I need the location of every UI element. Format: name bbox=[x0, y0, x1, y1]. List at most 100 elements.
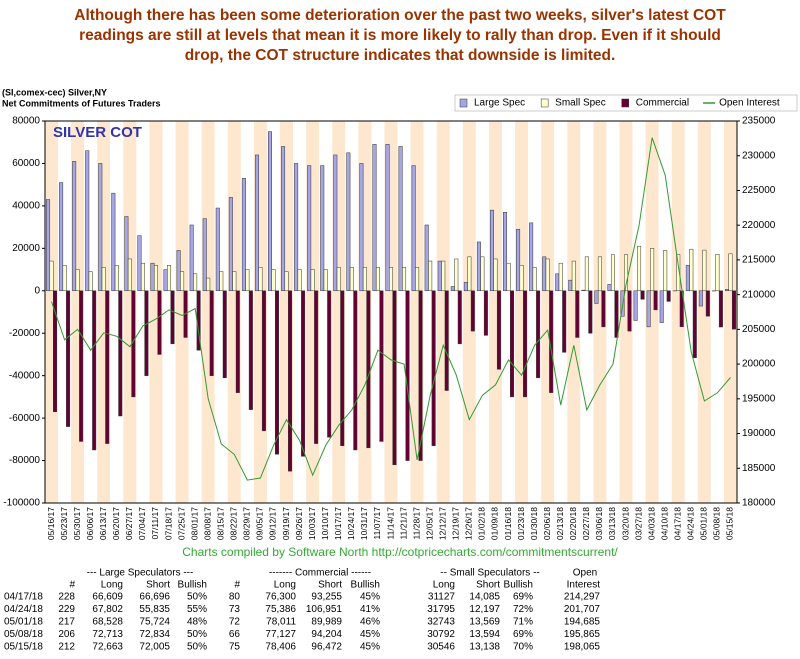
table-cell: 69% bbox=[513, 629, 533, 640]
y-tick-label: -60000 bbox=[9, 413, 41, 424]
bar bbox=[715, 254, 720, 292]
bar bbox=[575, 290, 580, 338]
bar bbox=[463, 282, 468, 292]
bar bbox=[610, 254, 615, 292]
bar bbox=[431, 290, 436, 446]
bar bbox=[718, 290, 723, 328]
bar bbox=[640, 290, 645, 300]
x-tick-label: 05/16/17 bbox=[46, 507, 56, 540]
bar bbox=[503, 212, 508, 292]
bar bbox=[248, 290, 253, 410]
bar bbox=[258, 267, 263, 292]
x-tick-label: 04/24/18 bbox=[686, 507, 696, 540]
table-column-header: # bbox=[69, 580, 75, 591]
table-cell: 48% bbox=[187, 617, 207, 628]
table-group-header: Open bbox=[573, 568, 597, 579]
bar bbox=[637, 245, 642, 292]
bar bbox=[418, 290, 423, 461]
table-cell: 45% bbox=[360, 592, 380, 603]
bar bbox=[519, 265, 524, 292]
bar bbox=[62, 265, 67, 292]
bar bbox=[232, 271, 237, 292]
bar bbox=[470, 290, 475, 332]
background-stripe bbox=[619, 121, 633, 503]
bar bbox=[268, 131, 272, 292]
y-tick-label: -20000 bbox=[9, 328, 41, 339]
bar bbox=[624, 254, 629, 292]
table-column-header: Long bbox=[433, 580, 455, 591]
x-tick-label: 11/28/17 bbox=[411, 507, 421, 540]
y-tick-label: 40000 bbox=[12, 201, 40, 212]
background-stripe bbox=[162, 121, 176, 503]
table-cell: 72,663 bbox=[92, 642, 123, 653]
legend-label: Commercial bbox=[636, 98, 689, 109]
x-tick-label: 10/17/17 bbox=[333, 507, 343, 540]
bar bbox=[215, 207, 220, 292]
bar bbox=[111, 192, 116, 292]
y2-tick-label: 210000 bbox=[742, 289, 776, 300]
bar bbox=[428, 260, 433, 292]
background-stripe bbox=[188, 121, 202, 503]
bar bbox=[349, 267, 354, 292]
table-cell: 04/24/18 bbox=[4, 604, 43, 615]
y2-tick-label: 180000 bbox=[742, 498, 776, 509]
y-tick-label: 20000 bbox=[12, 243, 40, 254]
bar bbox=[105, 290, 110, 444]
bar bbox=[601, 290, 606, 328]
y-tick-label: -80000 bbox=[9, 455, 41, 466]
header-line: Although there has been some deteriorati… bbox=[74, 7, 726, 24]
background-stripe bbox=[436, 121, 450, 503]
bar bbox=[454, 258, 459, 292]
table-cell: 31795 bbox=[427, 604, 455, 615]
table-cell: 46% bbox=[360, 617, 380, 628]
bar bbox=[483, 290, 488, 336]
bar bbox=[698, 290, 703, 307]
background-stripe bbox=[201, 121, 215, 503]
table-cell: 70% bbox=[513, 642, 533, 653]
x-tick-label: 08/29/17 bbox=[242, 507, 252, 540]
bar bbox=[219, 271, 224, 292]
x-tick-label: 09/26/17 bbox=[294, 507, 304, 540]
y-tick-label: 60000 bbox=[12, 158, 40, 169]
bar bbox=[571, 260, 576, 292]
bar bbox=[584, 256, 589, 292]
bar bbox=[496, 290, 501, 370]
background-stripe bbox=[684, 121, 698, 503]
table-column-header: Short bbox=[476, 580, 500, 591]
bar bbox=[685, 265, 690, 292]
bar bbox=[353, 290, 358, 451]
table-column-header: Interest bbox=[567, 580, 601, 591]
y-tick-label: -40000 bbox=[9, 370, 41, 381]
table-cell: 69% bbox=[513, 592, 533, 603]
bar bbox=[346, 152, 351, 292]
x-tick-label: 05/08/18 bbox=[712, 507, 722, 540]
bar bbox=[692, 290, 697, 359]
x-tick-label: 01/23/18 bbox=[516, 507, 526, 540]
table-cell: 77,127 bbox=[265, 629, 296, 640]
x-tick-label: 02/13/18 bbox=[555, 507, 565, 540]
bar bbox=[114, 265, 119, 292]
bar bbox=[153, 265, 158, 292]
bar bbox=[359, 163, 364, 292]
x-tick-label: 10/24/17 bbox=[346, 507, 356, 540]
bar bbox=[702, 249, 707, 292]
table-cell: 55,835 bbox=[139, 604, 170, 615]
legend-label: Large Spec bbox=[474, 98, 525, 109]
x-tick-label: 08/08/17 bbox=[202, 507, 212, 540]
plot-border bbox=[44, 120, 738, 504]
bar bbox=[663, 250, 668, 292]
bar bbox=[568, 279, 573, 292]
bar bbox=[92, 290, 97, 451]
bar bbox=[392, 290, 397, 466]
y-tick-label: 0 bbox=[34, 285, 40, 296]
bar bbox=[206, 277, 211, 292]
bar bbox=[536, 290, 541, 379]
table-cell: 12,197 bbox=[469, 604, 500, 615]
y2-tick-label: 195000 bbox=[742, 393, 776, 404]
y2-tick-label: 205000 bbox=[742, 324, 776, 335]
bar bbox=[307, 165, 312, 292]
table-cell: 72,834 bbox=[139, 629, 170, 640]
background-stripe bbox=[580, 121, 594, 503]
bar bbox=[85, 150, 90, 292]
